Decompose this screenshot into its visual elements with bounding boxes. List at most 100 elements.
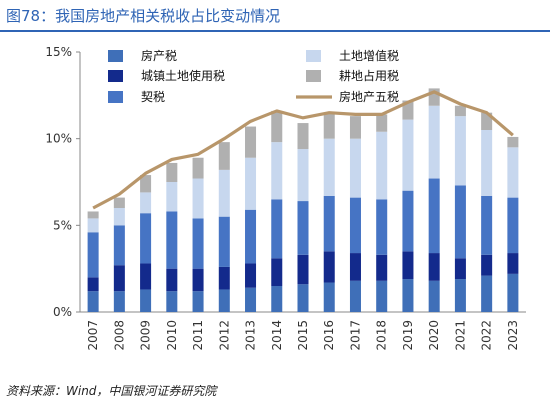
bar-2-2018 — [376, 199, 388, 255]
x-tick-label: 2009 — [139, 320, 153, 351]
bar-2-2008 — [113, 225, 125, 266]
x-tick-label: 2013 — [244, 320, 258, 351]
bar-0-2017 — [349, 280, 361, 312]
x-tick-label: 2015 — [296, 320, 310, 351]
chart-title: 图78：我国房地产相关税收占比变动情况 — [6, 7, 281, 25]
x-tick-label: 2017 — [348, 320, 362, 351]
bar-2-2021 — [454, 185, 466, 259]
bar-4-2009 — [140, 175, 152, 193]
bar-2-2012 — [218, 216, 230, 267]
legend-label: 房地产五税 — [339, 89, 399, 104]
bar-3-2007 — [87, 218, 99, 233]
bar-2-2007 — [87, 232, 99, 278]
bar-0-2019 — [402, 279, 414, 312]
bar-3-2010 — [166, 182, 178, 212]
bar-4-2010 — [166, 162, 178, 182]
bar-1-2013 — [245, 263, 257, 288]
bar-0-2007 — [87, 291, 99, 312]
bar-3-2011 — [192, 178, 204, 219]
legend-label: 房产税 — [141, 48, 177, 63]
bar-3-2014 — [271, 142, 283, 200]
x-tick-label: 2019 — [401, 320, 415, 351]
source-note: 资料来源：Wind，中国银河证券研究院 — [6, 384, 217, 398]
y-tick-label: 10% — [45, 132, 72, 146]
bar-1-2019 — [402, 251, 414, 280]
bar-3-2018 — [376, 131, 388, 200]
bar-1-2012 — [218, 266, 230, 290]
x-tick-label: 2008 — [112, 320, 126, 351]
legend-label: 耕地占用税 — [339, 68, 399, 83]
bar-4-2016 — [323, 112, 335, 139]
bar-4-2022 — [481, 112, 493, 130]
bar-3-2021 — [454, 116, 466, 186]
bar-2-2017 — [349, 197, 361, 254]
bar-1-2020 — [428, 253, 440, 281]
x-tick-label: 2016 — [322, 320, 336, 351]
bar-3-2022 — [481, 130, 493, 196]
bar-1-2021 — [454, 258, 466, 280]
x-tick-label: 2007 — [86, 320, 100, 351]
bar-3-2023 — [507, 147, 519, 198]
bar-4-2023 — [507, 136, 519, 148]
legend-swatch — [108, 50, 123, 62]
bar-4-2020 — [428, 88, 440, 106]
bar-0-2018 — [376, 280, 388, 312]
bar-2-2019 — [402, 190, 414, 252]
legend-label: 土地增值税 — [339, 48, 399, 63]
legend-swatch — [108, 70, 123, 82]
bar-1-2014 — [271, 258, 283, 286]
x-tick-label: 2010 — [165, 320, 179, 351]
y-tick-label: 5% — [53, 218, 72, 232]
x-tick-label: 2018 — [375, 320, 389, 351]
bar-4-2007 — [87, 211, 99, 219]
bar-2-2023 — [507, 197, 519, 254]
bar-0-2009 — [140, 289, 152, 312]
bar-4-2013 — [245, 126, 257, 158]
bar-4-2015 — [297, 123, 309, 150]
bar-1-2009 — [140, 263, 152, 290]
bar-0-2020 — [428, 280, 440, 312]
bar-4-2018 — [376, 114, 388, 132]
y-tick-label: 15% — [45, 45, 72, 59]
bar-2-2020 — [428, 178, 440, 254]
bar-2-2014 — [271, 199, 283, 259]
bar-0-2015 — [297, 284, 309, 312]
legend-swatch — [306, 70, 321, 82]
bar-1-2022 — [481, 254, 493, 276]
bar-2-2009 — [140, 213, 152, 264]
legend-label: 城镇土地使用税 — [141, 68, 225, 83]
bar-1-2011 — [192, 268, 204, 292]
bar-1-2008 — [113, 265, 125, 292]
bar-1-2016 — [323, 251, 335, 283]
bar-4-2019 — [402, 100, 414, 120]
bar-2-2015 — [297, 201, 309, 255]
x-tick-label: 2014 — [270, 320, 284, 351]
bar-0-2021 — [454, 279, 466, 312]
bar-1-2010 — [166, 268, 178, 292]
legend-label: 契税 — [141, 90, 165, 104]
line-series — [92, 90, 514, 210]
bar-0-2013 — [245, 287, 257, 312]
bar-2-2011 — [192, 218, 204, 269]
x-tick-label: 2023 — [506, 320, 520, 351]
bar-3-2016 — [323, 138, 335, 196]
legend-swatch — [306, 50, 321, 62]
bar-4-2014 — [271, 110, 283, 143]
bar-1-2015 — [297, 254, 309, 285]
bar-0-2008 — [113, 291, 125, 312]
bar-4-2021 — [454, 105, 466, 117]
bar-4-2017 — [349, 116, 361, 139]
bar-2-2016 — [323, 195, 335, 252]
bar-0-2014 — [271, 286, 283, 312]
x-tick-label: 2022 — [480, 320, 494, 351]
bar-1-2017 — [349, 253, 361, 281]
bar-0-2010 — [166, 291, 178, 312]
bar-0-2022 — [481, 275, 493, 312]
bar-2-2013 — [245, 209, 257, 264]
bar-1-2018 — [376, 254, 388, 281]
bar-0-2016 — [323, 282, 335, 312]
bar-4-2008 — [113, 197, 125, 208]
bar-0-2011 — [192, 291, 204, 312]
